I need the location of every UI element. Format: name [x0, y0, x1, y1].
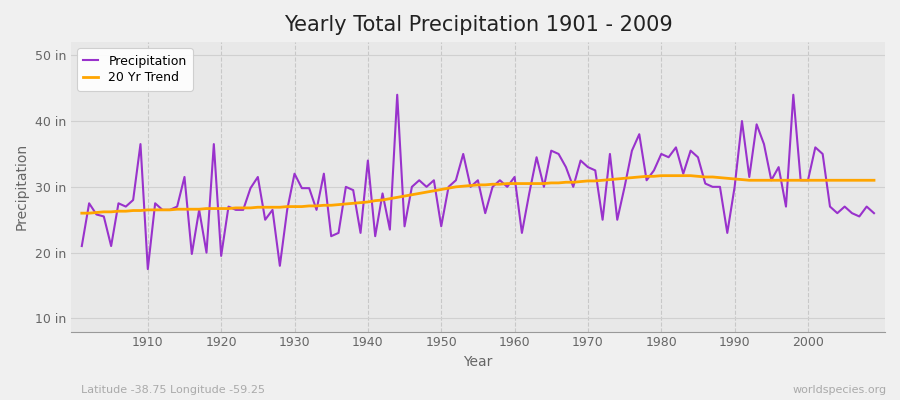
20 Yr Trend: [868, 178, 879, 183]
Line: 20 Yr Trend: 20 Yr Trend: [82, 176, 874, 213]
20 Yr Trend: [76, 211, 87, 216]
Text: worldspecies.org: worldspecies.org: [792, 385, 886, 395]
20 Yr Trend: [656, 173, 667, 178]
20 Yr Trend: [296, 204, 307, 209]
Legend: Precipitation, 20 Yr Trend: Precipitation, 20 Yr Trend: [77, 48, 193, 91]
Y-axis label: Precipitation: Precipitation: [15, 143, 29, 230]
Precipitation: [304, 186, 315, 190]
Precipitation: [392, 92, 402, 97]
X-axis label: Year: Year: [464, 355, 492, 369]
Text: Latitude -38.75 Longitude -59.25: Latitude -38.75 Longitude -59.25: [81, 385, 265, 395]
20 Yr Trend: [598, 178, 608, 183]
Precipitation: [868, 211, 879, 216]
Precipitation: [612, 217, 623, 222]
Precipitation: [135, 142, 146, 146]
Precipitation: [142, 267, 153, 272]
Precipitation: [347, 188, 358, 192]
Title: Yearly Total Precipitation 1901 - 2009: Yearly Total Precipitation 1901 - 2009: [284, 15, 672, 35]
Line: Precipitation: Precipitation: [82, 95, 874, 269]
Precipitation: [517, 230, 527, 235]
Precipitation: [524, 191, 535, 196]
20 Yr Trend: [340, 202, 351, 206]
20 Yr Trend: [502, 181, 513, 186]
20 Yr Trend: [509, 181, 520, 186]
Precipitation: [76, 244, 87, 248]
20 Yr Trend: [135, 208, 146, 213]
